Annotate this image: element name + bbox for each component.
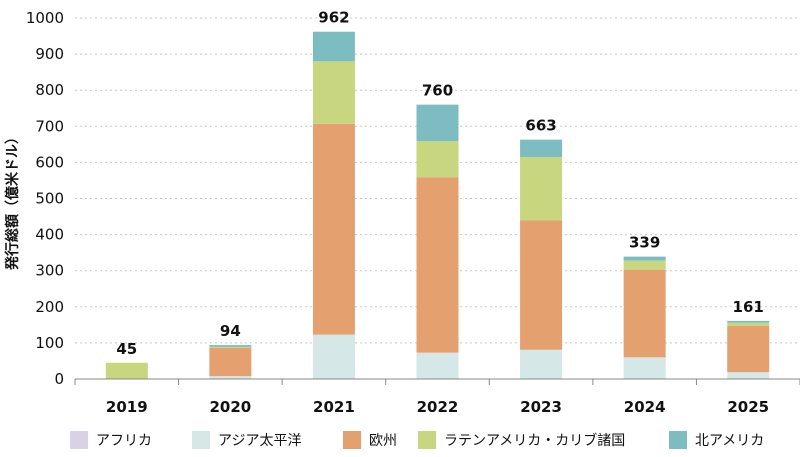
bar-segment	[105, 362, 148, 379]
bar-segment	[416, 177, 459, 353]
legend-label: 欧州	[369, 433, 397, 449]
bar-segment	[209, 347, 252, 377]
legend-label: ラテンアメリカ・カリブ諸国	[444, 432, 625, 449]
y-tick-label: 0	[54, 370, 64, 388]
bars	[105, 31, 770, 379]
bar-segment	[209, 376, 252, 379]
x-tick-label: 2019	[106, 398, 148, 416]
bar-segment	[416, 104, 459, 142]
legend-swatch	[669, 431, 687, 449]
bar-segment	[209, 346, 252, 348]
legend-label: アフリカ	[96, 433, 152, 449]
bar-segment	[312, 31, 355, 62]
bar-segment	[727, 325, 770, 373]
bar-segment	[727, 320, 770, 323]
bar-segment	[623, 269, 666, 358]
bar-segment	[623, 256, 666, 261]
legend-swatch	[192, 431, 210, 449]
bar-total-label: 663	[525, 117, 556, 135]
bar-segment	[209, 345, 252, 347]
bar-total-label: 94	[220, 322, 241, 340]
bar-total-label: 45	[116, 340, 137, 358]
y-tick-label: 800	[35, 81, 64, 99]
bar-total-label: 760	[422, 82, 453, 100]
bar-segment	[727, 372, 770, 379]
bar-segment	[520, 220, 563, 350]
y-tick-label: 300	[35, 262, 64, 280]
y-tick-label: 200	[35, 298, 64, 316]
legend-swatch	[343, 431, 361, 449]
x-tick-label: 2023	[520, 398, 562, 416]
x-tick-label: 2024	[624, 398, 666, 416]
bar-segment	[727, 322, 770, 326]
legend-swatch	[70, 431, 88, 449]
legend-label: 北アメリカ	[695, 433, 764, 449]
bar-segment	[520, 156, 563, 221]
bar-segment	[312, 123, 355, 335]
axes	[74, 378, 800, 385]
bar-segment	[623, 260, 666, 270]
bar-segment	[312, 334, 355, 379]
legend-label: アジア太平洋	[218, 433, 301, 449]
y-tick-label: 100	[35, 334, 64, 352]
gridlines	[75, 17, 800, 344]
bar-total-label: 339	[629, 234, 660, 252]
y-tick-label: 500	[35, 190, 64, 208]
y-tick-label: 700	[35, 117, 64, 135]
bar-total-label: 962	[318, 9, 349, 27]
y-tick-label: 900	[35, 45, 64, 63]
x-tick-label: 2025	[727, 398, 769, 416]
y-tick-label: 600	[35, 153, 64, 171]
labels: 0 100 200 300 400 500 600 700 800 900 1000 45 2019 94…	[26, 9, 769, 416]
bar-segment	[623, 357, 666, 379]
bar-segment	[416, 352, 459, 379]
y-tick-label: 400	[35, 226, 64, 244]
x-tick-label: 2021	[313, 398, 355, 416]
legend-swatch	[418, 431, 436, 449]
legend: アフリカ アジア太平洋 欧州 ラテンアメリカ・カリブ諸国 北アメリカ	[70, 431, 764, 449]
y-axis-label: 発行総額（億米ドル）	[4, 130, 21, 271]
bar-segment	[520, 139, 563, 157]
bar-segment	[520, 349, 563, 379]
y-tick-label: 1000	[26, 9, 64, 27]
x-tick-label: 2022	[417, 398, 459, 416]
bar-segment	[312, 61, 355, 124]
x-tick-label: 2020	[209, 398, 251, 416]
bar-segment	[416, 141, 459, 178]
bar-total-label: 161	[733, 298, 764, 316]
